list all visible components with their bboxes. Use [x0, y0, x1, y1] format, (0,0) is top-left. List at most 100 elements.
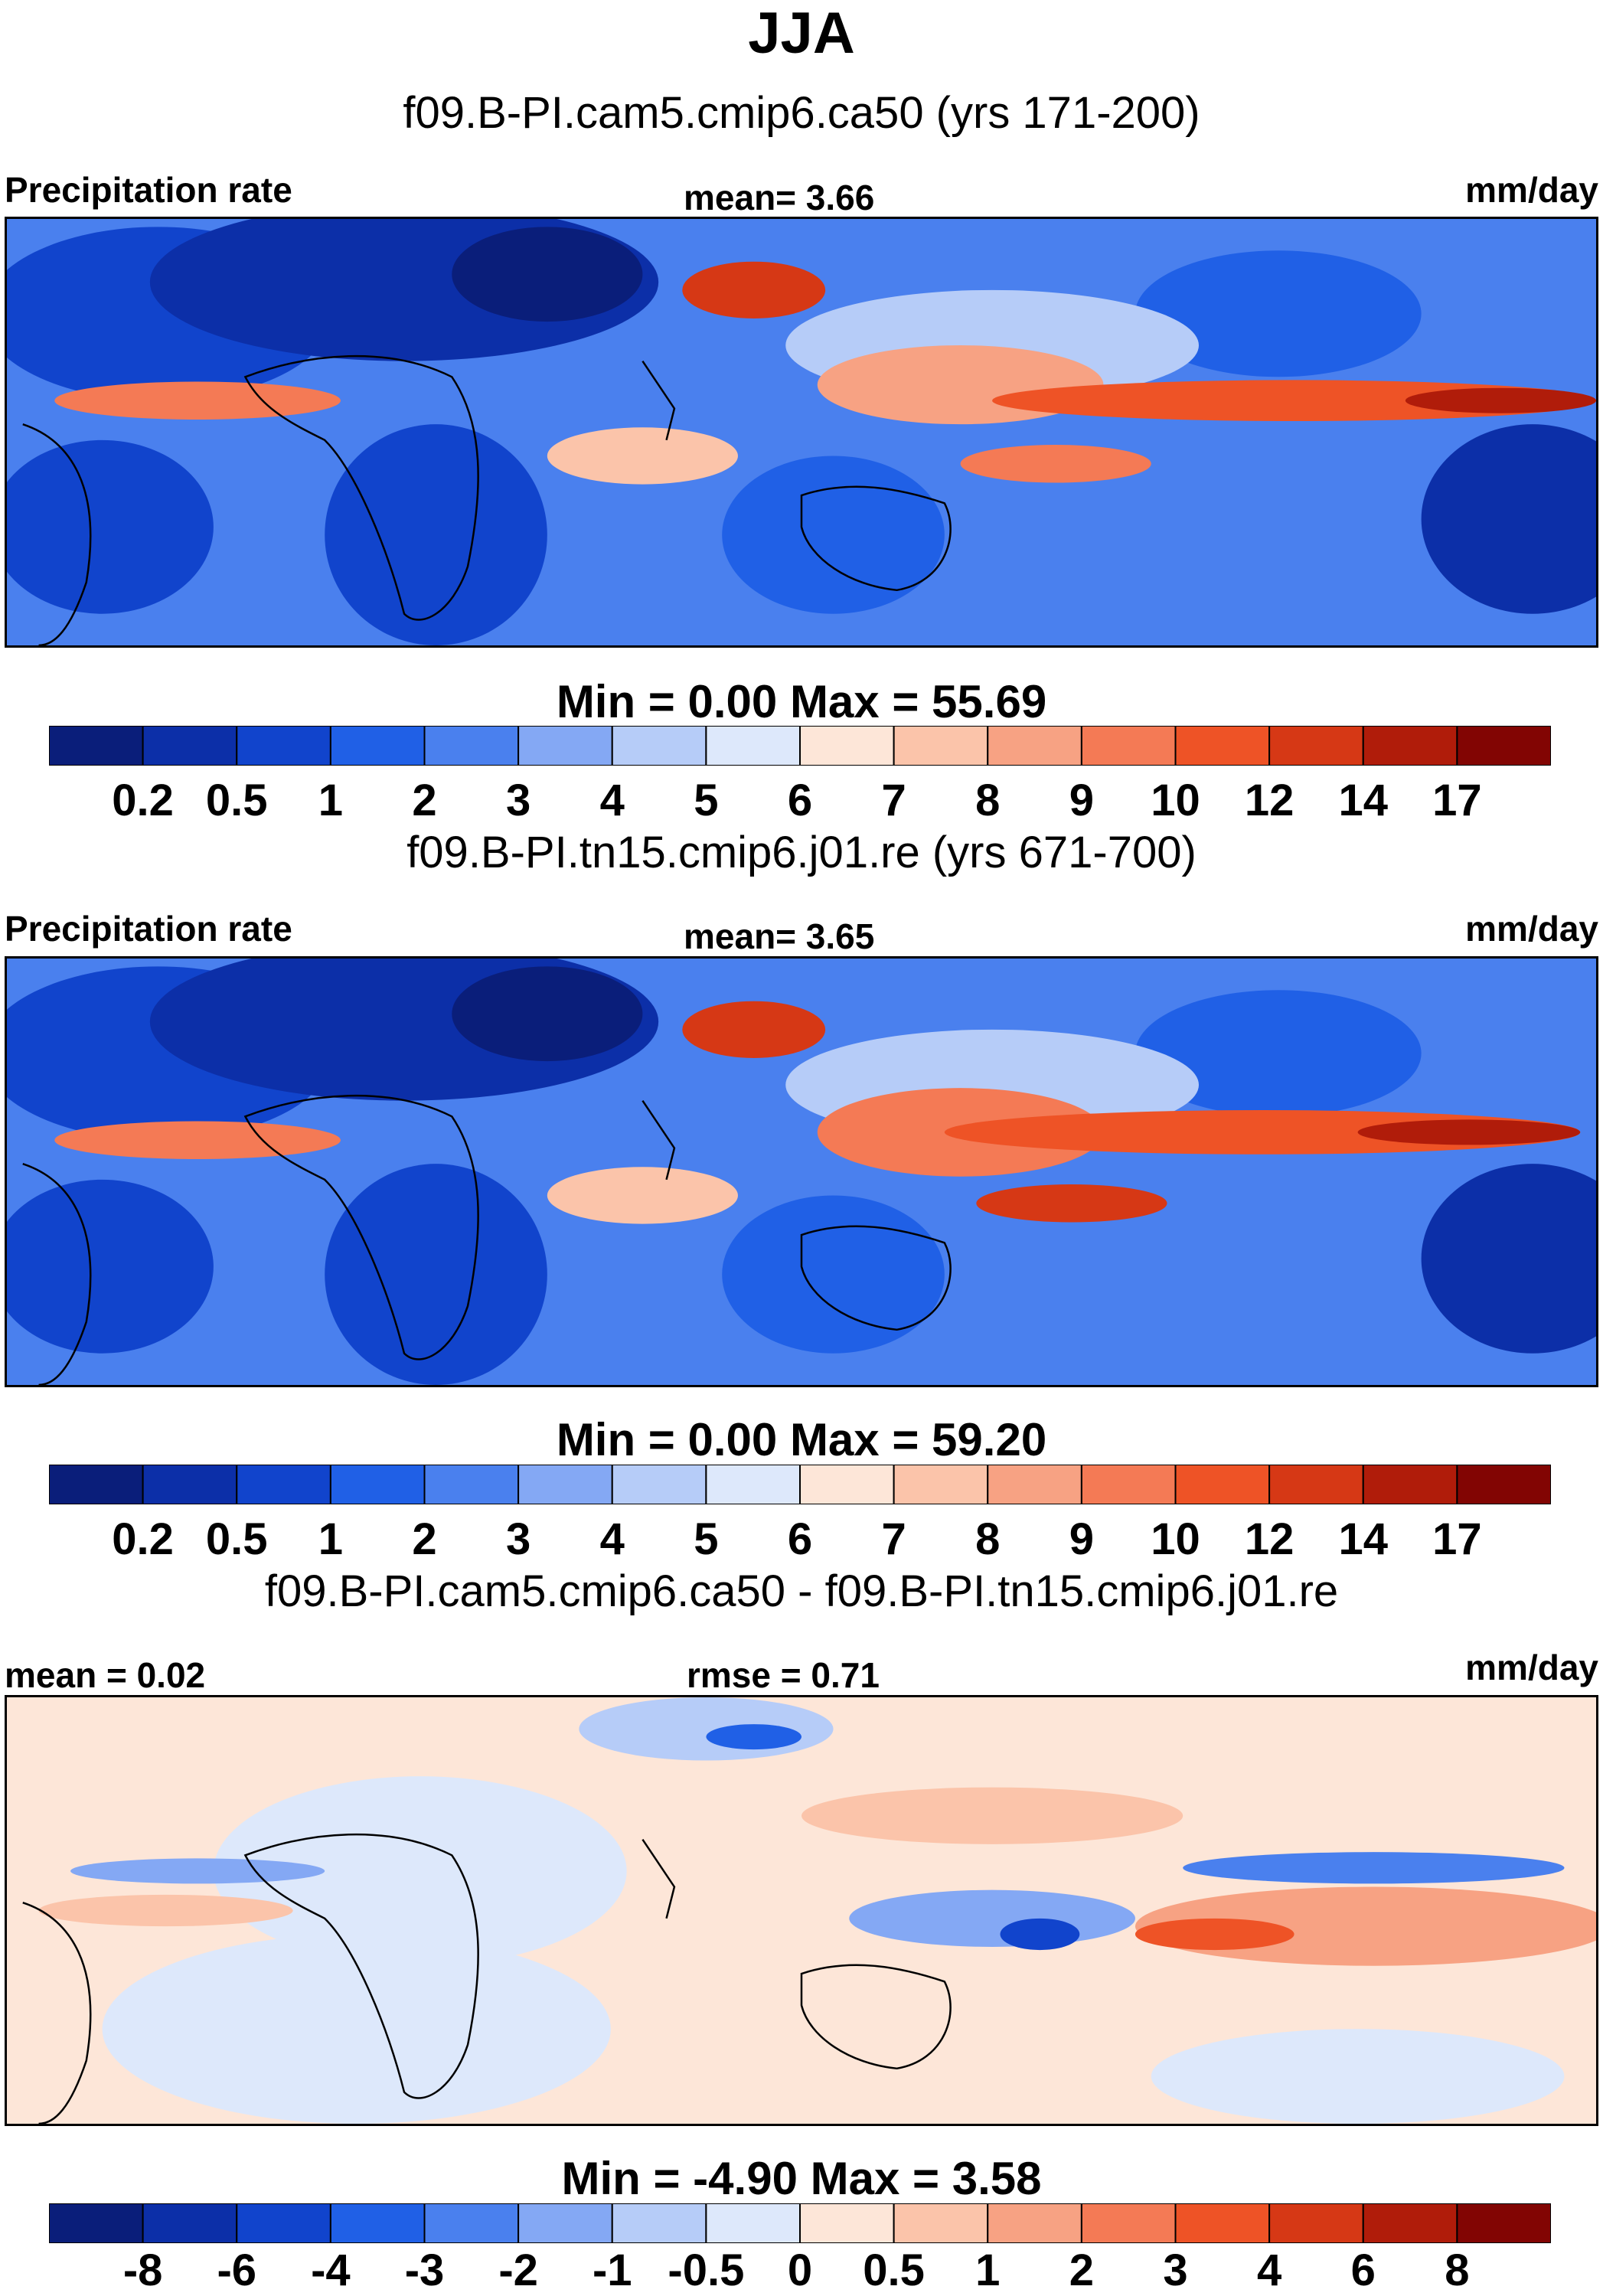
- panel-3-units-label: mm/day: [1465, 1648, 1598, 1687]
- panel-1-itcz-pacific: [992, 380, 1596, 422]
- colorbar-swatch: [611, 2203, 707, 2243]
- panel-2-india-coastline: [642, 1099, 676, 1181]
- colorbar-tick-label: -0.5: [668, 2245, 745, 2295]
- panel-2-dry-arabia: [452, 966, 643, 1062]
- panel-3-mean-label: mean = 0.02: [5, 1655, 206, 1695]
- panel-3-atlantic-positive: [38, 1894, 293, 1927]
- panel-3-map: [5, 1695, 1598, 2126]
- colorbar-tick-label: 10: [1151, 1514, 1200, 1564]
- panel-2-spcz: [976, 1184, 1167, 1223]
- colorbar-tick-label: 3: [505, 776, 531, 825]
- panel-3-south-atlantic-negative: [102, 1934, 611, 2124]
- panel-2-variable-label: Precipitation rate: [5, 909, 292, 949]
- colorbar-tick-label: 6: [787, 776, 813, 825]
- colorbar-tick-label: 9: [1069, 776, 1094, 825]
- colorbar-swatch: [1174, 726, 1271, 766]
- colorbar-swatch: [49, 2203, 144, 2243]
- panel-2-dry-australia: [722, 1195, 945, 1354]
- panel-2-australia-coastline: [800, 1225, 952, 1331]
- colorbar-tick-label: 17: [1432, 776, 1482, 825]
- colorbar-swatch: [1080, 2203, 1177, 2243]
- colorbar-tick-label: 5: [694, 776, 719, 825]
- colorbar-swatch: [517, 726, 613, 766]
- panel-1-monsoon-bay-of-bengal: [682, 261, 826, 318]
- colorbar-tick-label: 4: [1256, 2245, 1282, 2295]
- colorbar-swatch: [49, 726, 144, 766]
- colorbar-tick-label: 1: [318, 776, 343, 825]
- colorbar-swatch: [893, 2203, 989, 2243]
- colorbar-swatch: [705, 726, 801, 766]
- panel-2-dry-north-pacific: [1135, 990, 1422, 1117]
- panel-1-min-max: Min = 0.00 Max = 55.69: [556, 676, 1047, 727]
- panel-3-maritime-core: [1000, 1918, 1080, 1951]
- panel-3-southeast-pacific-negative: [1151, 2029, 1565, 2124]
- colorbar-tick-label: 0.2: [112, 776, 174, 825]
- panel-3-africa-negative: [213, 1776, 627, 1966]
- colorbar-tick-label: -8: [122, 2245, 163, 2295]
- panel-3-tibet-negative: [579, 1697, 834, 1761]
- panel-3-india-coastline: [642, 1838, 676, 1919]
- panel-1-dry-north-pacific: [1135, 250, 1422, 377]
- colorbar-tick-label: 9: [1069, 1514, 1094, 1564]
- colorbar-tick-label: 12: [1244, 776, 1294, 825]
- panel-1-dry-australia: [722, 456, 945, 614]
- colorbar-tick-label: 0.5: [863, 2245, 925, 2295]
- colorbar-tick-label: 0.2: [112, 1514, 174, 1564]
- panel-3-min-max: Min = -4.90 Max = 3.58: [561, 2153, 1042, 2204]
- panel-1-south-america-coastline: [22, 423, 92, 645]
- panel-3-africa-coastline: [243, 1833, 479, 2099]
- colorbar-tick-label: 8: [975, 1514, 1001, 1564]
- colorbar-swatch: [611, 726, 707, 766]
- panel-3-pacific-positive-core: [1135, 1918, 1294, 1951]
- colorbar-tick-label: -3: [404, 2245, 445, 2295]
- colorbar-swatch: [1362, 1465, 1458, 1504]
- colorbar-swatch: [1174, 1465, 1271, 1504]
- colorbar-swatch: [987, 726, 1082, 766]
- colorbar-swatch: [329, 1465, 426, 1504]
- panel-2-monsoon-bay-of-bengal: [682, 1001, 826, 1058]
- colorbar-tick-label: 2: [412, 776, 437, 825]
- colorbar-tick-label: 12: [1244, 1514, 1294, 1564]
- colorbar-swatch: [1362, 2203, 1458, 2243]
- colorbar-swatch: [236, 2203, 331, 2243]
- colorbar-swatch: [893, 726, 989, 766]
- colorbar-swatch: [49, 1465, 144, 1504]
- panel-1-dry-southeast-pacific: [1421, 424, 1596, 614]
- colorbar-swatch: [1456, 726, 1551, 766]
- colorbar-tick-label: 0.5: [205, 1514, 268, 1564]
- colorbar-tick-label: 7: [881, 1514, 906, 1564]
- panel-2-case-title: f09.B-PI.tn15.cmip6.j01.re (yrs 671-700): [406, 828, 1197, 877]
- colorbar-tick-label: 2: [412, 1514, 437, 1564]
- panel-1-dry-arabia: [452, 227, 643, 322]
- panel-3-north-pacific-positive: [802, 1787, 1183, 1844]
- colorbar-tick-label: 4: [599, 1514, 625, 1564]
- colorbar-swatch: [1362, 726, 1458, 766]
- colorbar-swatch: [236, 1465, 331, 1504]
- panel-1-itcz-atlantic: [54, 381, 341, 420]
- panel-3-case-title: f09.B-PI.cam5.cmip6.ca50 - f09.B-PI.tn15…: [264, 1566, 1339, 1616]
- colorbar-tick-label: 6: [787, 1514, 813, 1564]
- colorbar-tick-label: 5: [694, 1514, 719, 1564]
- colorbar-swatch: [236, 726, 331, 766]
- colorbar-tick-label: 14: [1338, 1514, 1388, 1564]
- colorbar-swatch: [1456, 2203, 1551, 2243]
- panel-3-rmse-label: rmse = 0.71: [687, 1655, 880, 1695]
- panel-2-min-max: Min = 0.00 Max = 59.20: [556, 1414, 1047, 1465]
- panel-2-itcz-atlantic: [54, 1121, 341, 1159]
- panel-1-dry-south-atlantic: [7, 439, 214, 614]
- colorbar-swatch: [987, 2203, 1082, 2243]
- panel-2-dry-southeast-pacific: [1421, 1164, 1596, 1354]
- panel-1-colorbar: [49, 726, 1551, 766]
- colorbar-swatch: [611, 1465, 707, 1504]
- panel-1-africa-coastline: [243, 354, 479, 621]
- colorbar-tick-label: 7: [881, 776, 906, 825]
- colorbar-swatch: [1080, 726, 1177, 766]
- colorbar-swatch: [329, 726, 426, 766]
- colorbar-swatch: [517, 2203, 613, 2243]
- colorbar-swatch: [1268, 1465, 1364, 1504]
- colorbar-swatch: [423, 726, 520, 766]
- panel-3-australia-coastline: [800, 1964, 952, 2070]
- panel-3-colorbar: [49, 2203, 1551, 2243]
- panel-1-map: [5, 217, 1598, 648]
- colorbar-tick-label: 17: [1432, 1514, 1482, 1564]
